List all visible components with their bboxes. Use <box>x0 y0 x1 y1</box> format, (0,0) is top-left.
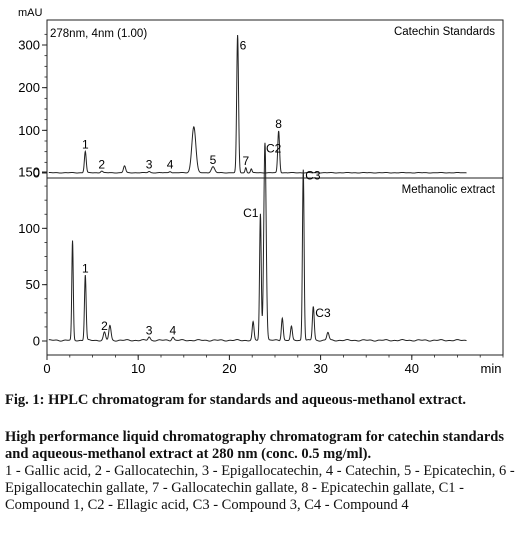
detector-annotation: 278nm, 4nm (1.00) <box>50 28 147 40</box>
peak-label: C3 <box>315 306 331 320</box>
y-tick-label: 50 <box>26 277 40 292</box>
x-tick-label: 20 <box>222 361 236 376</box>
peak-label: C3 <box>305 169 321 183</box>
chromatogram-figure: mAU 0 100 200 300 1 2 3 4 5 6 7 8 Catechin Standards 0… <box>18 7 504 376</box>
y-tick-label: 0 <box>33 334 40 349</box>
peak-label: 6 <box>240 39 247 53</box>
figure-caption-legend: 1 - Gallic acid, 2 - Gallocatechin, 3 - … <box>5 463 515 513</box>
peak-label: 4 <box>170 324 177 338</box>
y-tick-label: 200 <box>18 80 40 95</box>
x-tick-label: 0 <box>43 361 50 376</box>
peak-label: 3 <box>146 324 153 338</box>
x-axis-unit-label: min <box>481 361 502 376</box>
peak-label: 5 <box>210 153 217 167</box>
peak-label: 2 <box>98 157 105 171</box>
peak-label: C2 <box>266 142 282 156</box>
panel-title-extract: Methanolic extract <box>402 184 496 196</box>
panel-frame-extract <box>46 177 504 356</box>
x-tick-label: 10 <box>131 361 145 376</box>
peak-label: 8 <box>275 117 282 131</box>
y-tick-label: 0 <box>33 166 40 181</box>
peak-label: 2 <box>101 319 108 333</box>
panel-title-standards: Catechin Standards <box>394 26 495 38</box>
figure-caption-title: Fig. 1: HPLC chromatogram for standards … <box>5 392 467 408</box>
peak-label: 1 <box>82 262 89 276</box>
figure-caption-body: High performance liquid chromatography c… <box>5 429 523 514</box>
y-tick-label: 150 <box>18 165 40 180</box>
x-tick-label: 30 <box>313 361 327 376</box>
trace-methanolic-extract <box>48 142 467 342</box>
y-tick-label: 100 <box>18 221 40 236</box>
trace-catechin-standards <box>48 35 467 174</box>
peak-label: 7 <box>242 154 249 168</box>
peak-label: 4 <box>167 158 174 172</box>
y-tick-label: 100 <box>18 123 40 138</box>
x-tick-label: 40 <box>405 361 419 376</box>
peak-label: C1 <box>243 206 259 220</box>
y-axis-unit-label: mAU <box>18 7 43 19</box>
y-tick-label: 300 <box>18 38 40 53</box>
figure-caption-description: High performance liquid chromatography c… <box>5 429 505 462</box>
peak-label: 3 <box>146 158 153 172</box>
peak-label: 1 <box>82 138 89 152</box>
